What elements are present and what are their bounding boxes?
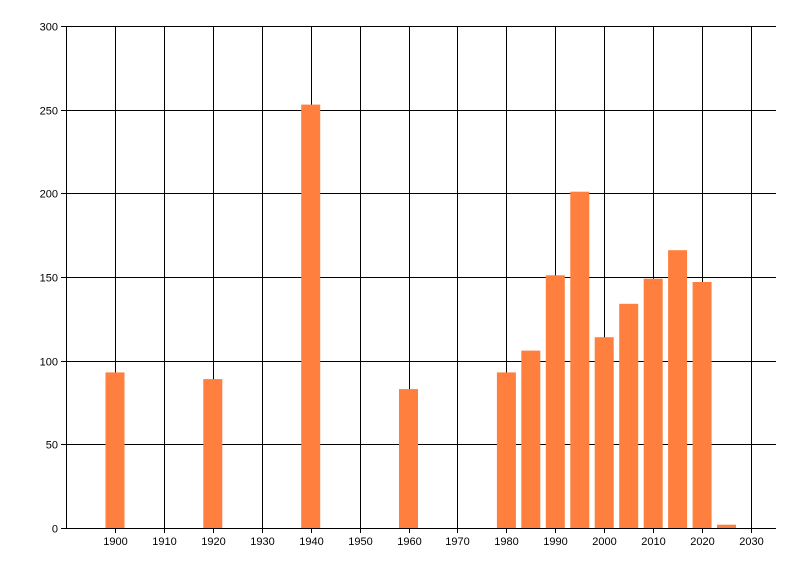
bar-1900: [105, 372, 125, 528]
y-tick-label: 200: [40, 189, 58, 201]
x-tick-label: 2000: [592, 536, 616, 548]
y-tick-label: 300: [40, 22, 58, 34]
y-tick-label: 100: [40, 357, 58, 369]
axes: [66, 26, 776, 529]
x-tick-label: 2030: [739, 536, 763, 548]
y-axis-ticks: 0 50 100 150 200 250 300: [40, 22, 66, 536]
y-tick-label: 50: [46, 440, 58, 452]
x-tick-label: 1930: [250, 536, 274, 548]
x-tick-label: 1980: [494, 536, 518, 548]
x-tick-label: 1940: [299, 536, 323, 548]
bar-2020: [692, 282, 712, 528]
bar-series: [105, 104, 736, 528]
bar-1995: [570, 191, 590, 528]
bar-1940: [301, 104, 321, 528]
bar-2015: [668, 250, 688, 528]
x-tick-label: 2020: [690, 536, 714, 548]
bar-1985: [521, 350, 541, 528]
x-tick-label: 1920: [201, 536, 225, 548]
y-tick-label: 0: [52, 524, 58, 536]
x-tick-label: 1960: [397, 536, 421, 548]
x-tick-label: 1950: [348, 536, 372, 548]
x-tick-label: 1970: [445, 536, 469, 548]
x-tick-label: 2010: [641, 536, 665, 548]
bar-1960: [399, 389, 418, 528]
x-tick-label: 1900: [103, 536, 127, 548]
y-tick-label: 250: [40, 106, 58, 118]
y-tick-label: 150: [40, 273, 58, 285]
bar-1920: [203, 379, 223, 528]
bar-1980: [496, 372, 516, 528]
bar-2000: [594, 337, 614, 528]
bar-2025: [717, 524, 736, 528]
x-tick-label: 1990: [543, 536, 567, 548]
bar-2005: [619, 303, 639, 528]
bar-1990: [545, 275, 565, 528]
x-tick-label: 1910: [152, 536, 176, 548]
bar-2010: [643, 278, 663, 528]
x-axis-ticks: 1900 1910 1920 1930 1940 1950 1960 1970 1980 1990…: [103, 528, 764, 548]
